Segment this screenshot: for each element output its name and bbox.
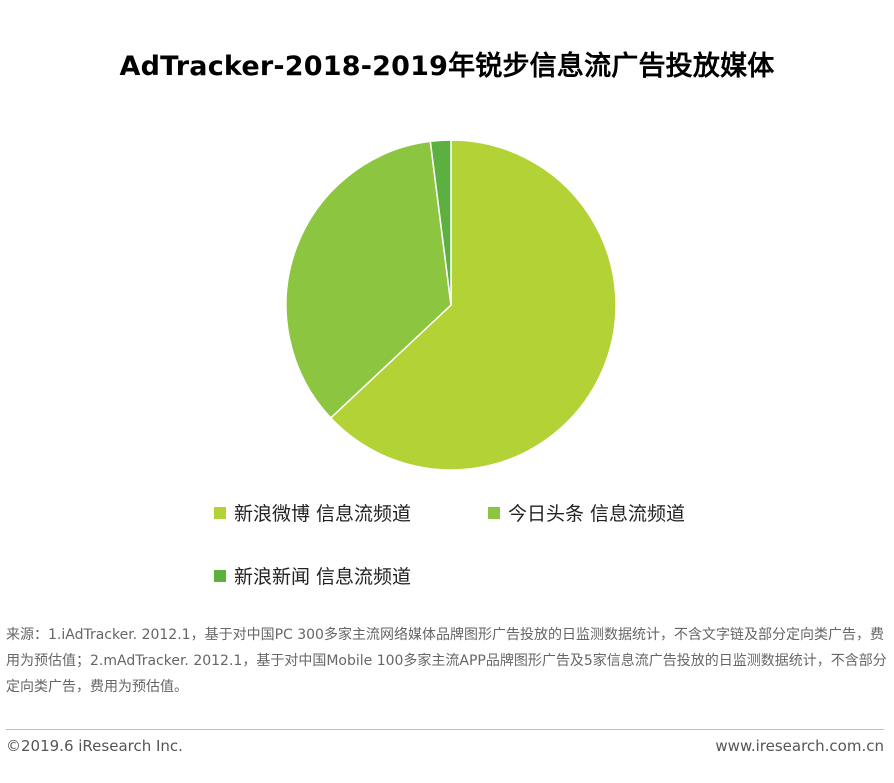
legend-item-toutiao: 今日头条 信息流频道 — [488, 499, 685, 526]
legend-item-sina-weibo: 新浪微博 信息流频道 — [214, 499, 411, 526]
pie-slice-sina-news — [429, 139, 452, 306]
legend-item-sina-news: 新浪新闻 信息流频道 — [214, 562, 411, 589]
legend-swatch-sina-news — [214, 569, 226, 582]
legend-swatch-toutiao — [488, 506, 500, 519]
legend-swatch-sina-weibo — [214, 506, 226, 519]
website-link[interactable]: www.iresearch.com.cn — [715, 737, 884, 755]
legend-label-toutiao: 今日头条 信息流频道 — [508, 503, 686, 525]
pie-slice-sina-weibo — [329, 139, 617, 471]
copyright-text: ©2019.6 iResearch Inc. — [6, 737, 183, 755]
pie-chart — [285, 139, 617, 471]
pie-slice-toutiao — [285, 140, 452, 420]
legend-label-sina-news: 新浪新闻 信息流频道 — [234, 566, 412, 588]
source-note: 来源：1.iAdTracker. 2012.1，基于对中国PC 300多家主流网… — [6, 627, 887, 695]
legend-label-sina-weibo: 新浪微博 信息流频道 — [234, 503, 412, 525]
footer-divider — [6, 729, 884, 730]
chart-title: AdTracker-2018-2019年锐步信息流广告投放媒体 — [119, 51, 775, 82]
